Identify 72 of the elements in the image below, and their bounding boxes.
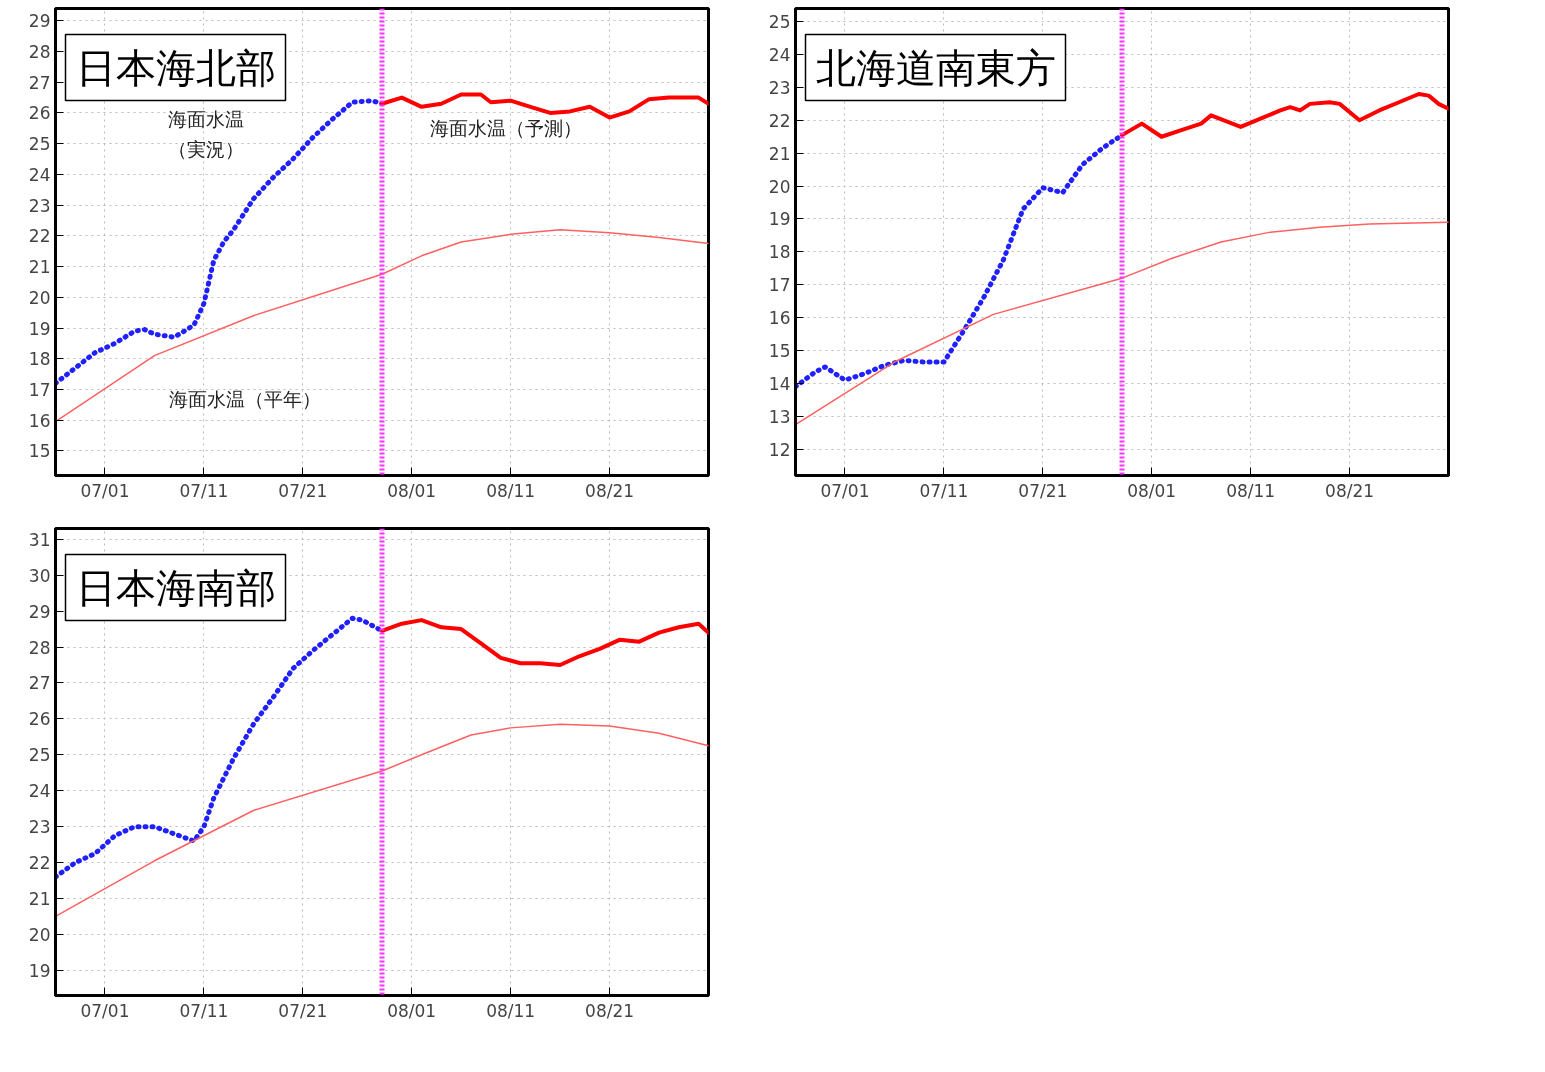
y-tick-label: 14 xyxy=(768,373,791,394)
y-tick-label: 27 xyxy=(28,673,51,694)
y-tick-label: 22 xyxy=(28,226,51,247)
y-tick-label: 24 xyxy=(28,781,51,802)
x-tick-label: 08/11 xyxy=(486,480,536,501)
y-tick-label: 24 xyxy=(768,45,791,66)
x-tick-label: 08/01 xyxy=(1127,480,1177,501)
x-tick-label: 08/21 xyxy=(585,480,635,501)
series-label: 海面水温（実況） xyxy=(167,107,244,160)
y-tick-label: 22 xyxy=(768,110,791,131)
text: 北海道南東方 xyxy=(815,44,1056,91)
y-tick-label: 26 xyxy=(28,103,51,124)
x-tick-label: 07/01 xyxy=(80,480,130,501)
series-label: 海面水温（予測） xyxy=(430,117,583,140)
line-series xyxy=(380,618,709,668)
x-tick-label: 07/21 xyxy=(278,1000,328,1021)
y-tick-label: 28 xyxy=(28,637,51,658)
y-tick-label: 17 xyxy=(28,379,51,400)
x-tick-label: 08/11 xyxy=(1226,480,1276,501)
y-tick-label: 21 xyxy=(28,889,51,910)
y-tick-label: 30 xyxy=(28,565,51,586)
x-tick-label: 07/11 xyxy=(179,1000,229,1021)
y-tick-label: 19 xyxy=(28,960,51,981)
x-tick-label: 07/21 xyxy=(278,480,328,501)
y-tick-label: 25 xyxy=(28,134,51,155)
y-tick-label: 31 xyxy=(28,529,51,550)
y-tick-label: 20 xyxy=(28,287,51,308)
y-tick-label: 24 xyxy=(28,164,51,185)
x-tick-label: 08/01 xyxy=(387,480,437,501)
y-tick-label: 13 xyxy=(768,406,791,427)
y-tick-label: 16 xyxy=(768,308,791,329)
x-tick-label: 08/21 xyxy=(1325,480,1375,501)
y-tick-label: 29 xyxy=(28,11,51,32)
line-series xyxy=(380,92,709,120)
line-series xyxy=(1120,92,1449,139)
x-tick-label: 07/11 xyxy=(919,480,969,501)
y-tick-label: 19 xyxy=(768,209,791,230)
text: 日本海北部 xyxy=(75,44,276,91)
y-tick-label: 25 xyxy=(28,745,51,766)
x-tick-label: 07/21 xyxy=(1018,480,1068,501)
y-tick-label: 15 xyxy=(28,441,51,462)
y-tick-label: 16 xyxy=(28,410,51,431)
y-tick-label: 23 xyxy=(768,77,791,98)
y-tick-label: 19 xyxy=(28,318,51,339)
y-tick-label: 21 xyxy=(28,257,51,278)
y-tick-label: 17 xyxy=(768,275,791,296)
y-tick-label: 15 xyxy=(768,341,791,362)
y-tick-label: 25 xyxy=(768,12,791,33)
y-tick-label: 23 xyxy=(28,817,51,838)
x-tick-label: 08/11 xyxy=(486,1000,536,1021)
y-tick-label: 20 xyxy=(28,924,51,945)
x-tick-label: 08/01 xyxy=(387,1000,437,1021)
line-series xyxy=(55,723,709,918)
y-tick-label: 12 xyxy=(768,439,791,460)
y-tick-label: 27 xyxy=(28,72,51,93)
line-series xyxy=(795,221,1449,426)
y-tick-label: 21 xyxy=(768,143,791,164)
y-tick-label: 22 xyxy=(28,853,51,874)
y-tick-label: 18 xyxy=(768,242,791,263)
y-tick-label: 26 xyxy=(28,709,51,730)
x-tick-label: 08/21 xyxy=(585,1000,635,1021)
y-tick-label: 23 xyxy=(28,195,51,216)
y-tick-label: 20 xyxy=(768,176,791,197)
x-tick-label: 07/01 xyxy=(80,1000,130,1021)
series-label: 海面水温（平年） xyxy=(168,388,321,411)
text: 日本海南部 xyxy=(75,564,276,611)
y-tick-label: 28 xyxy=(28,42,51,63)
y-tick-label: 29 xyxy=(28,601,51,622)
line-series xyxy=(55,228,709,423)
x-tick-label: 07/01 xyxy=(820,480,870,501)
x-tick-label: 07/11 xyxy=(179,480,229,501)
y-tick-label: 18 xyxy=(28,349,51,370)
